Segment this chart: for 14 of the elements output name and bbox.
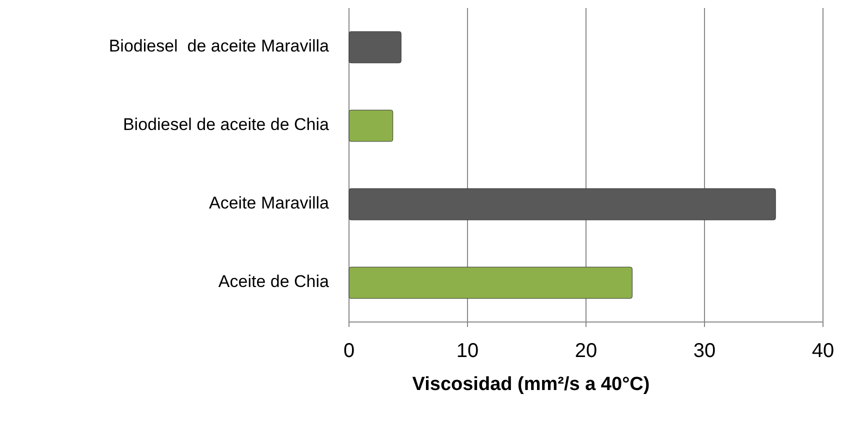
x-tick-label: 10 (456, 340, 479, 362)
y-tick-label: Aceite Maravilla (209, 194, 330, 213)
y-tick-label: Biodiesel de aceite de Chia (122, 115, 330, 134)
bar (348, 266, 632, 299)
x-tick-label: 40 (812, 340, 834, 362)
y-tick-label: Aceite de Chia (218, 272, 330, 292)
x-tick-label: 20 (574, 340, 598, 362)
bar (348, 110, 394, 142)
bar (348, 188, 776, 220)
x-tick-label: 30 (693, 340, 716, 362)
x-tick-label: 0 (343, 340, 355, 362)
y-tick-label: Biodiesel de aceite Maravilla (108, 36, 330, 56)
bar (348, 31, 402, 64)
x-axis-title: Viscosidad (mm²/s a 40°C) (412, 374, 650, 395)
